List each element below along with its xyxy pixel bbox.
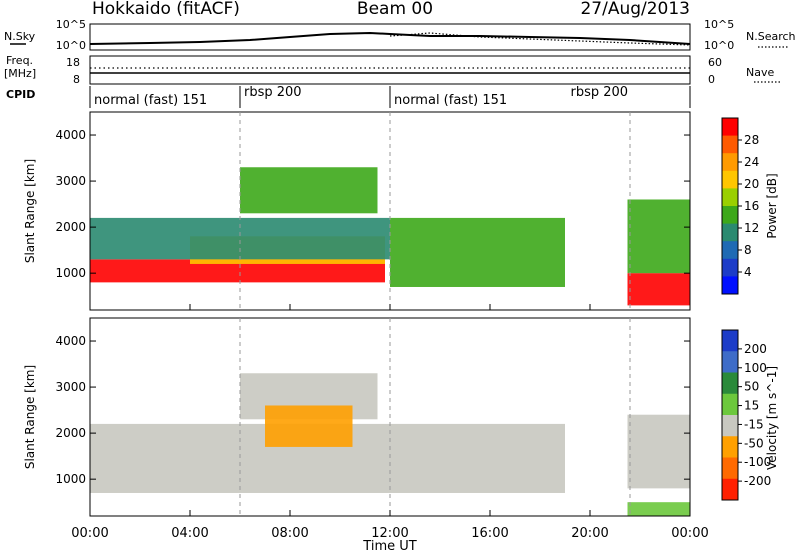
colorbar-tick-label: 50 <box>744 380 759 394</box>
colorbar-swatch <box>722 415 738 437</box>
y-tick-label: 3000 <box>55 380 86 394</box>
velocity-panel: 1000 2000 3000 4000 Slant Range [km] <box>23 317 691 517</box>
nsearch-tick-top: 10^5 <box>704 18 734 31</box>
nsky-panel: N.Sky 10^5 10^0 10^5 10^0 N.Search <box>4 18 796 52</box>
colorbar-tick-label: 100 <box>744 361 767 375</box>
colorbar-swatch <box>722 206 738 225</box>
colorbar-tick-label: -200 <box>744 474 771 488</box>
colorbar-swatch <box>722 330 738 352</box>
velocity-colorbar: 200 100 50 15 -15 -50 -100 -200 Velocity [m s^-… <box>721 329 779 501</box>
y-tick-label: 3000 <box>55 174 86 188</box>
nsky-tick-top: 10^5 <box>56 18 86 31</box>
y-tick-label: 4000 <box>55 334 86 348</box>
colorbar-swatch <box>722 436 738 458</box>
heatmap-region <box>90 259 385 283</box>
colorbar-swatch <box>722 276 738 295</box>
y-tick-label: 2000 <box>55 220 86 234</box>
power-colorbar: 28 24 20 16 12 8 4 Power [dB] <box>721 117 779 295</box>
y-tick-label: 2000 <box>55 426 86 440</box>
colorbar-tick-label: 15 <box>744 399 759 413</box>
x-tick-label: 16:00 <box>471 526 508 541</box>
colorbar-swatch <box>722 351 738 373</box>
nsky-trace <box>89 31 691 45</box>
nsearch-tick-bottom: 10^0 <box>704 39 734 52</box>
x-tick-label: 04:00 <box>171 526 208 541</box>
power-ylabel: Slant Range [km] <box>23 159 37 263</box>
colorbar-swatch <box>722 457 738 480</box>
cpid-segment-label: rbsp 200 <box>244 85 302 100</box>
nsky-tick-bottom: 10^0 <box>56 39 86 52</box>
y-tick-label: 4000 <box>55 128 86 142</box>
power-panel: 1000 2000 3000 4000 Slant Range [km] <box>23 111 691 311</box>
freq-label: Freq. <box>6 54 33 67</box>
x-tick-label: 00:00 <box>71 526 108 541</box>
colorbar-tick-label: 200 <box>744 342 767 356</box>
colorbar-swatch <box>722 258 738 277</box>
freq-panel: Freq. [MHz] 18 8 60 0 Nave <box>4 54 780 86</box>
heatmap-region <box>390 217 565 287</box>
nave-tick-top: 60 <box>708 56 722 69</box>
heatmap-region <box>627 273 690 306</box>
colorbar-swatch <box>722 372 738 395</box>
colorbar-swatch <box>722 135 738 154</box>
velocity-ylabel: Slant Range [km] <box>23 365 37 469</box>
y-tick-label: 1000 <box>55 472 86 486</box>
colorbar-swatch <box>722 170 738 189</box>
colorbar-swatch <box>722 478 738 501</box>
nave-label: Nave <box>746 66 774 79</box>
colorbar-tick-label: -100 <box>744 455 771 469</box>
colorbar-swatch <box>722 153 738 172</box>
station-title: Hokkaido (fitACF) <box>92 0 240 19</box>
beam-title: Beam 00 <box>357 0 433 19</box>
heatmap-region <box>390 423 565 493</box>
cpid-segment-label: normal (fast) 151 <box>394 93 507 108</box>
colorbar-swatch <box>722 118 738 137</box>
nsearch-trace <box>389 32 691 46</box>
x-tick-label: 12:00 <box>371 526 408 541</box>
colorbar-tick-label: 4 <box>744 265 752 279</box>
y-tick-label: 1000 <box>55 266 86 280</box>
colorbar-tick-label: 24 <box>744 155 759 169</box>
freq-tick-top: 18 <box>66 56 80 69</box>
colorbar-tick-label: 20 <box>744 177 759 191</box>
colorbar-swatch <box>722 223 738 242</box>
heatmap-region <box>627 199 690 274</box>
date-title: 27/Aug/2013 <box>580 0 690 19</box>
velocity-cbar-label-text: Velocity [m s^-1] <box>765 366 779 470</box>
x-axis: 00:00 04:00 08:00 12:00 16:00 20:00 00:00 <box>71 304 709 541</box>
nave-tick-bottom: 0 <box>708 73 715 86</box>
heatmap-region <box>240 167 378 214</box>
colorbar-tick-label: -15 <box>744 417 764 431</box>
freq-unit: [MHz] <box>4 67 36 80</box>
cpid-panel: CPID normal (fast) 151 rbsp 200 normal (fa… <box>6 85 691 108</box>
nsky-label: N.Sky <box>4 30 36 43</box>
cpid-segment-label: rbsp 200 <box>571 85 629 100</box>
colorbar-tick-label: 8 <box>744 243 752 257</box>
colorbar-tick-label: -50 <box>744 436 764 450</box>
colorbar-tick-label: 12 <box>744 221 759 235</box>
heatmap-region <box>265 405 353 447</box>
x-tick-label: 08:00 <box>271 526 308 541</box>
x-axis-label: Time UT <box>362 539 416 554</box>
velocity-cbar-label: Velocity [m s^-1] <box>765 366 779 470</box>
heatmap-region <box>627 414 690 489</box>
x-tick-label: 20:00 <box>571 526 608 541</box>
cpid-label: CPID <box>6 88 35 101</box>
colorbar-tick-label: 28 <box>744 133 759 147</box>
heatmap-region <box>627 502 690 516</box>
colorbar-swatch <box>722 393 738 416</box>
power-cbar-label: Power [dB] <box>765 173 779 238</box>
colorbar-tick-label: 16 <box>744 199 759 213</box>
freq-tick-bottom: 8 <box>73 73 80 86</box>
cpid-segment-label: normal (fast) 151 <box>94 93 207 108</box>
colorbar-swatch <box>722 188 738 207</box>
colorbar-swatch <box>722 241 738 260</box>
x-tick-label: 00:00 <box>671 526 708 541</box>
nsearch-label: N.Search <box>746 30 796 43</box>
